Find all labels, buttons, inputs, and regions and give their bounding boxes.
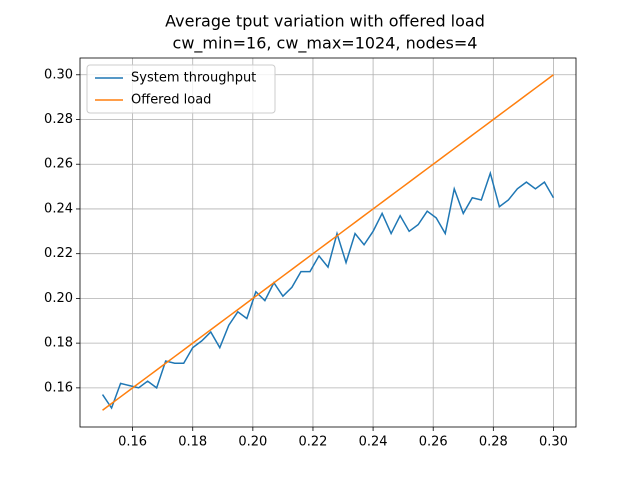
plot-frame bbox=[79, 57, 577, 428]
legend-label: System throughput bbox=[131, 71, 256, 86]
x-tick-label: 0.26 bbox=[419, 435, 448, 450]
y-tick-label: 0.22 bbox=[44, 246, 73, 261]
legend-label: Offered load bbox=[131, 93, 211, 108]
y-tick-label: 0.20 bbox=[44, 291, 73, 306]
x-tick-label: 0.20 bbox=[238, 435, 267, 450]
x-tick-label: 0.28 bbox=[479, 435, 508, 450]
y-tick-label: 0.30 bbox=[44, 67, 73, 82]
x-tick-label: 0.16 bbox=[118, 435, 147, 450]
chart-title: Average tput variation with offered load bbox=[165, 12, 485, 31]
x-tick-label: 0.24 bbox=[359, 435, 388, 450]
y-tick-label: 0.26 bbox=[44, 157, 73, 172]
x-tick-label: 0.18 bbox=[178, 435, 207, 450]
x-tick-label: 0.22 bbox=[298, 435, 327, 450]
y-tick-label: 0.16 bbox=[44, 380, 73, 395]
y-tick-label: 0.28 bbox=[44, 112, 73, 127]
chart-subtitle: cw_min=16, cw_max=1024, nodes=4 bbox=[173, 34, 478, 54]
y-tick-label: 0.18 bbox=[44, 336, 73, 351]
legend-box bbox=[86, 64, 276, 114]
series-line bbox=[101, 170, 555, 410]
x-tick-label: 0.30 bbox=[539, 435, 568, 450]
series-line bbox=[102, 74, 554, 411]
y-tick-label: 0.24 bbox=[44, 201, 73, 216]
